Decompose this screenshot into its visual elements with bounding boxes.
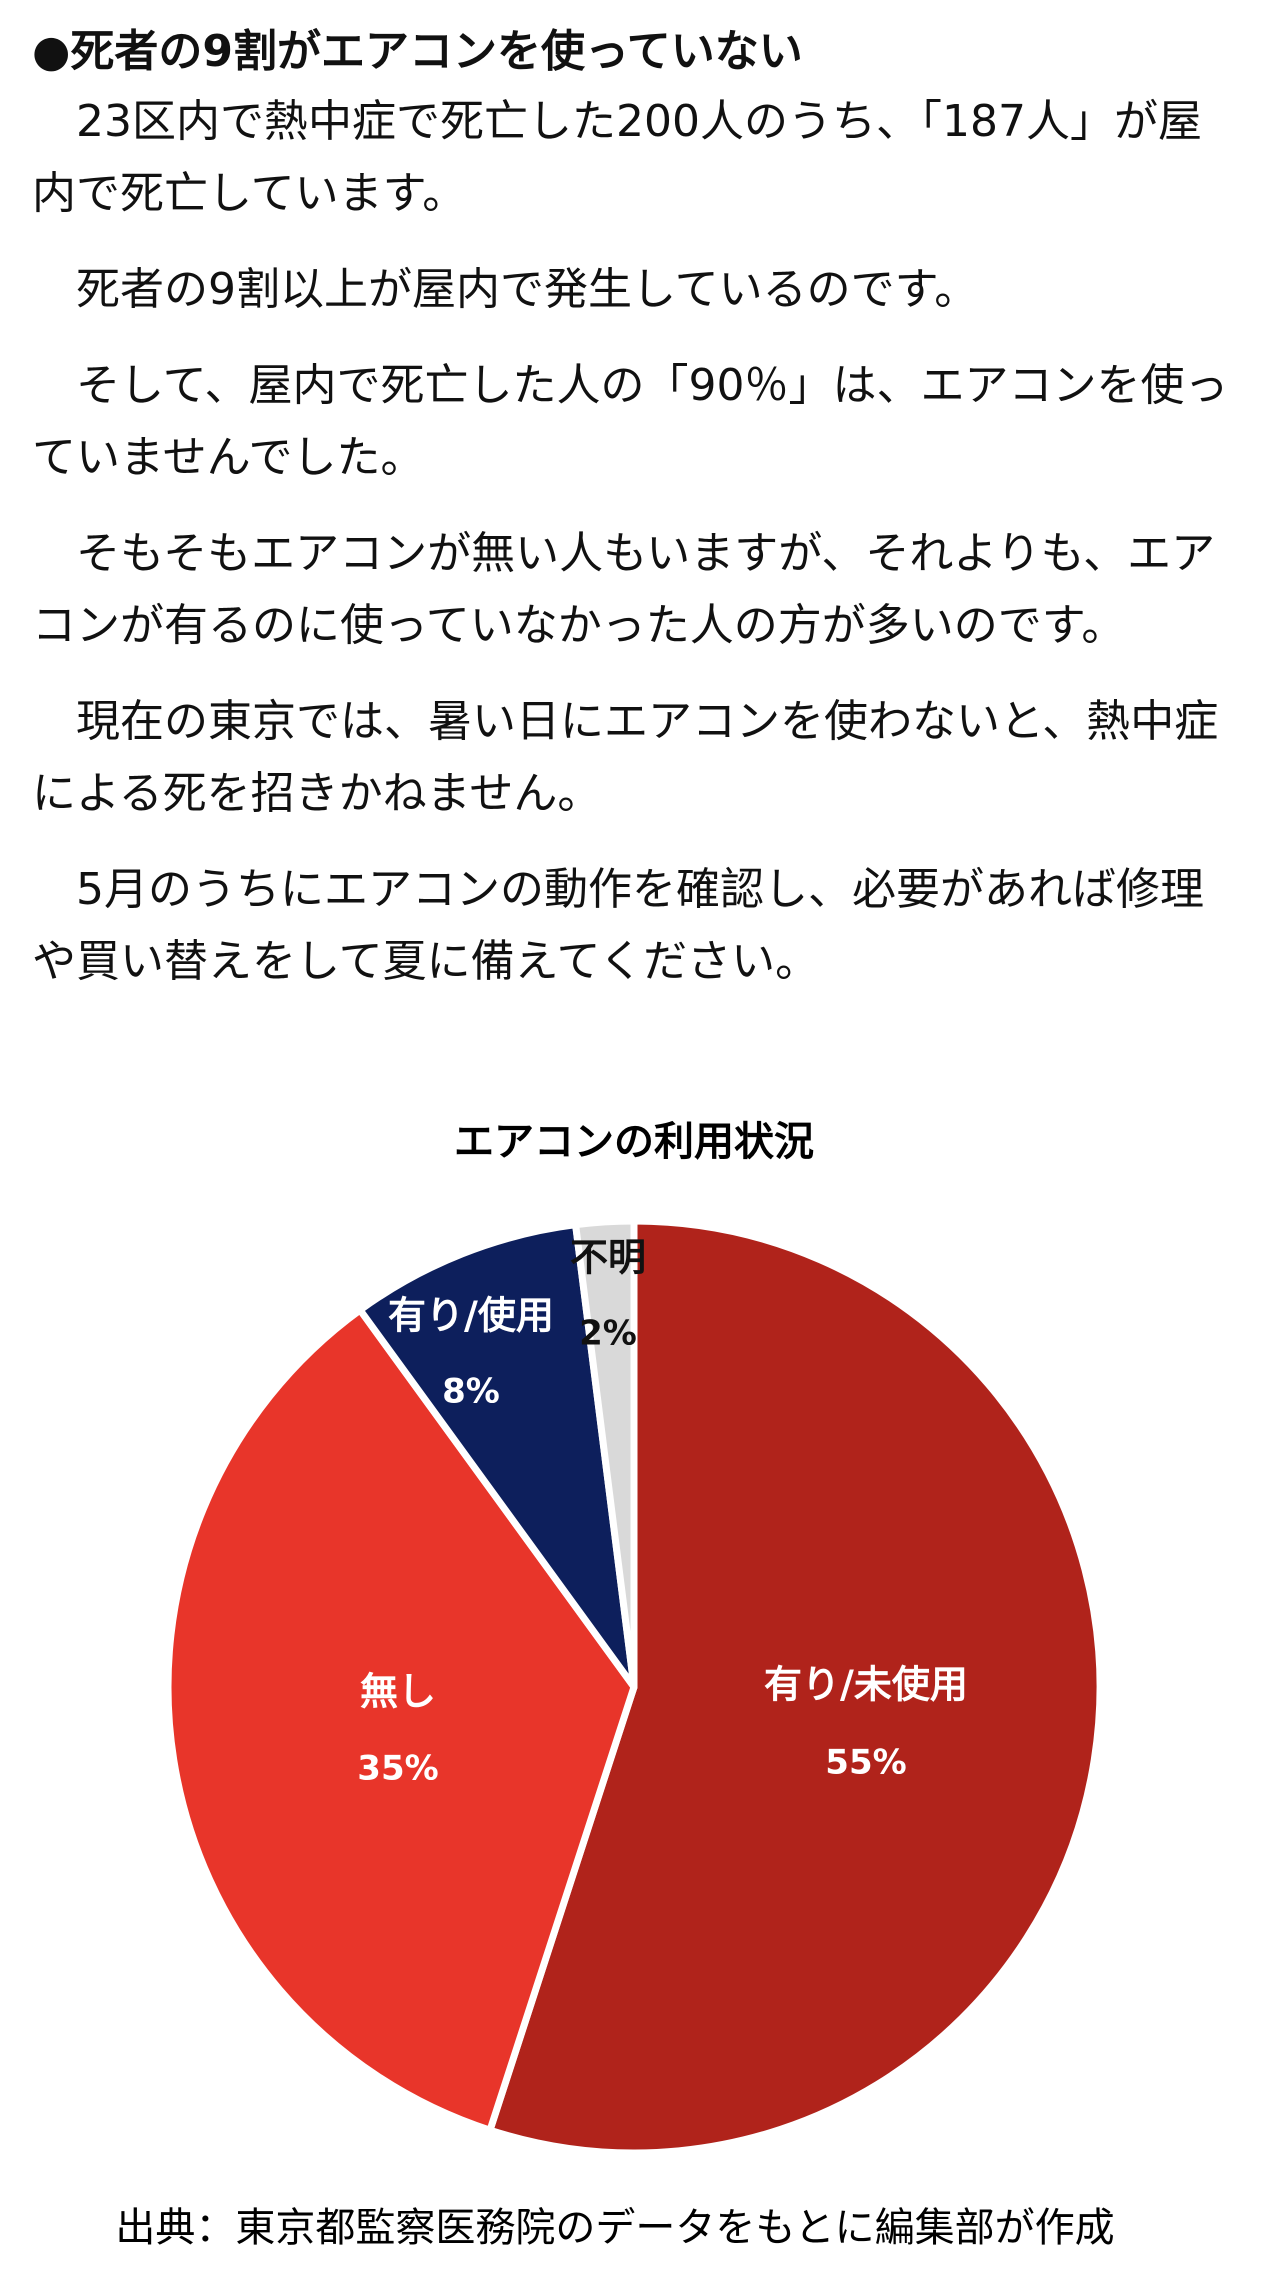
slice-label: 有り/未使用 xyxy=(764,1663,968,1707)
article: ●死者の9割がエアコンを使っていない 23区内で熱中症で死亡した200人のうち、… xyxy=(32,22,1244,1022)
pie-slice xyxy=(572,1217,638,1691)
pie-slice xyxy=(356,1221,638,1691)
slice-value: 2% xyxy=(579,1314,637,1354)
source: 出典：東京都監察医務院のデータをもとに編集部が作成 xyxy=(115,2205,1114,2251)
chart-title: エアコンの利用状況 xyxy=(454,1119,814,1165)
slice-label: 有り/使用 xyxy=(388,1294,554,1338)
paragraph: そして、屋内で死亡した人の「90％」は、エアコンを使っていませんでした。 xyxy=(32,360,1229,483)
slice-value: 55% xyxy=(825,1743,906,1783)
pie-slice xyxy=(164,1306,638,2134)
paragraph: そもそもエアコンが無い人もいますが、それよりも、エアコンが有るのに使っていなかっ… xyxy=(32,528,1216,651)
paragraph: 5月のうちにエアコンの動作を確認し、必要があれば修理や買い替えをして夏に備えてく… xyxy=(32,864,1204,987)
slice-value: 8% xyxy=(442,1372,500,1412)
paragraph: 現在の東京では、暑い日にエアコンを使わないと、熱中症による死を招きかねません。 xyxy=(32,696,1219,819)
paragraph: 23区内で熱中症で死亡した200人のうち、「187人」が屋内で死亡しています。 xyxy=(32,96,1202,219)
pie-slice xyxy=(486,1217,1104,2157)
slice-value: 35% xyxy=(357,1749,438,1789)
slice-label: 無し xyxy=(360,1670,436,1714)
paragraph: 死者の9割以上が屋内で発生しているのです。 xyxy=(76,264,979,315)
heading: ●死者の9割がエアコンを使っていない xyxy=(32,26,803,77)
slice-label: 不明 xyxy=(570,1236,646,1280)
